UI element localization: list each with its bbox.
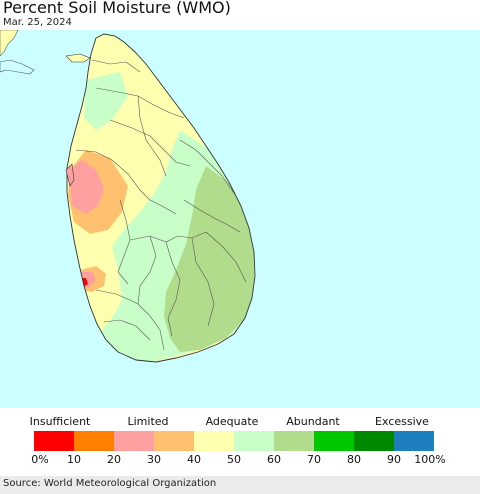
legend-label-abundant: Abundant: [286, 415, 340, 428]
legend-color-bar: [34, 431, 434, 451]
legend-swatch-4: [194, 431, 234, 451]
legend-swatch-9: [394, 431, 434, 451]
island-outline: [66, 33, 256, 363]
legend-swatch-6: [274, 431, 314, 451]
adams-bridge: [0, 59, 35, 75]
source-bar: Source: World Meteorological Organizatio…: [0, 476, 480, 494]
legend-tick-10: 100%: [414, 453, 446, 466]
legend-tick-4: 40: [187, 453, 201, 466]
legend-tick-6: 60: [267, 453, 281, 466]
source-text: Source: World Meteorological Organizatio…: [3, 478, 217, 489]
jaffna-islands: [65, 53, 91, 63]
legend-swatch-7: [314, 431, 354, 451]
legend-tick-2: 20: [107, 453, 121, 466]
map-title: Percent Soil Moisture (WMO): [3, 0, 231, 17]
legend-label-adequate: Adequate: [205, 415, 259, 428]
legend-swatch-1: [74, 431, 114, 451]
sri-lanka-soil-moisture-map: [0, 30, 480, 408]
legend-tick-7: 70: [307, 453, 321, 466]
legend-tick-3: 30: [147, 453, 161, 466]
legend-swatch-5: [234, 431, 274, 451]
zone-moist-north: [84, 72, 128, 130]
map-date: Mar. 25, 2024: [3, 17, 72, 28]
legend-label-limited: Limited: [127, 415, 169, 428]
legend-swatch-8: [354, 431, 394, 451]
zone-abundant-east: [164, 166, 254, 352]
district-boundaries: [75, 59, 247, 351]
legend-tick-5: 50: [227, 453, 241, 466]
legend-tick-9: 90: [387, 453, 401, 466]
india-landmass: [0, 30, 19, 57]
kalpitiya-peninsula: [65, 163, 75, 187]
zone-limited-west: [70, 160, 104, 214]
legend-label-insufficient: Insufficient: [29, 415, 91, 428]
legend-tick-0: 0%: [31, 453, 49, 466]
legend-tick-8: 80: [347, 453, 361, 466]
legend-swatch-3: [154, 431, 194, 451]
legend-swatch-2: [114, 431, 154, 451]
legend-label-excessive: Excessive: [375, 415, 429, 428]
legend-tick-1: 10: [67, 453, 81, 466]
legend-swatch-0: [34, 431, 74, 451]
